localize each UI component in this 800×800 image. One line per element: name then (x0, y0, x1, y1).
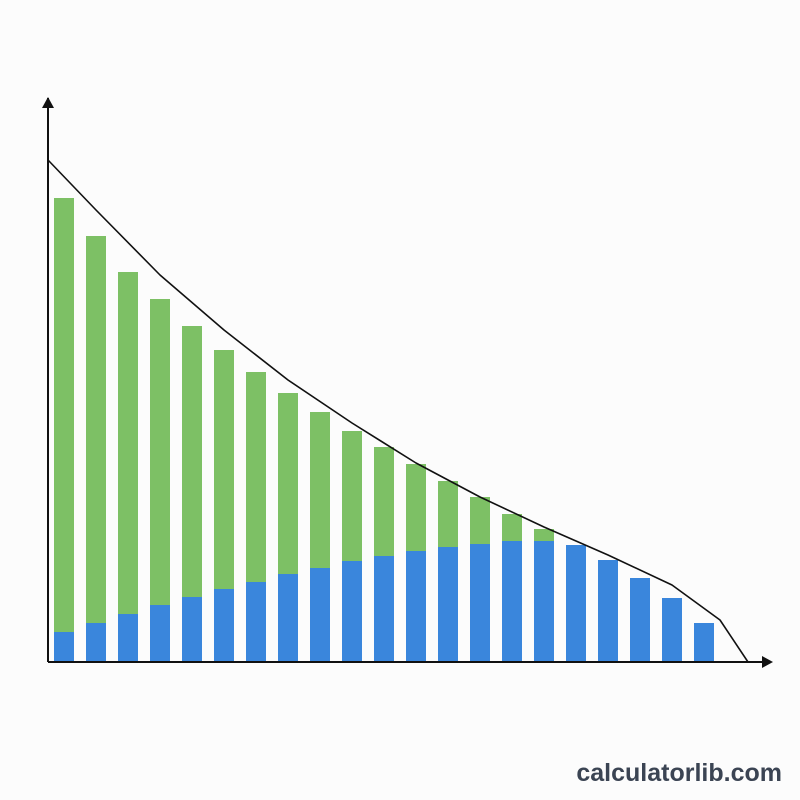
curve (47, 159, 749, 663)
bar-segment (566, 545, 586, 662)
bar-segment (150, 299, 170, 605)
y-axis-arrow (42, 97, 54, 108)
bar-segment (54, 632, 74, 662)
bar-segment (406, 464, 426, 551)
bar-segment (54, 198, 74, 632)
bar-segment (374, 556, 394, 662)
bar-segment (118, 272, 138, 614)
bar-segment (310, 412, 330, 568)
bar-segment (214, 589, 234, 662)
bar-segment (182, 597, 202, 662)
bar-segment (214, 350, 234, 589)
x-axis-arrow (762, 656, 773, 668)
bar-segment (630, 578, 650, 662)
bar-segment (438, 481, 458, 547)
bar-segment (694, 623, 714, 662)
bar-segment (246, 582, 266, 662)
bar-segment (502, 541, 522, 662)
bar-segment (342, 431, 362, 561)
bar-segment (86, 236, 106, 623)
bar-segment (502, 514, 522, 541)
bar-segment (374, 447, 394, 556)
bar-segment (86, 623, 106, 662)
bar-segment (182, 326, 202, 597)
bar-segment (278, 393, 298, 574)
bar-segment (278, 574, 298, 662)
bar-segment (470, 497, 490, 544)
bar-segment (598, 560, 618, 662)
bar-segment (534, 541, 554, 662)
bar-segment (118, 614, 138, 662)
watermark: calculatorlib.com (576, 759, 782, 787)
bar-segment (310, 568, 330, 662)
bar-segment (438, 547, 458, 662)
bar-segment (246, 372, 266, 582)
bar-segment (406, 551, 426, 662)
bar-segment (534, 529, 554, 541)
bar-segment (470, 544, 490, 662)
bar-segment (662, 598, 682, 662)
bar-segment (342, 561, 362, 662)
bar-segment (150, 605, 170, 662)
